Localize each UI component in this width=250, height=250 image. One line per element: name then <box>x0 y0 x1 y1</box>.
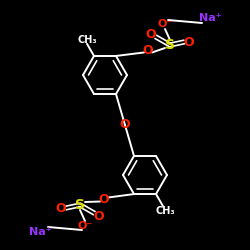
Text: O⁻: O⁻ <box>158 19 172 29</box>
Text: O: O <box>146 28 156 40</box>
Text: O: O <box>94 210 104 222</box>
Text: Na⁺: Na⁺ <box>29 227 51 237</box>
Text: S: S <box>165 38 175 52</box>
Text: Na⁺: Na⁺ <box>199 13 221 23</box>
Text: CH₃: CH₃ <box>77 35 97 45</box>
Text: O: O <box>99 193 109 206</box>
Text: O⁻: O⁻ <box>78 221 92 231</box>
Text: S: S <box>75 198 85 212</box>
Text: O: O <box>56 202 66 214</box>
Text: CH₃: CH₃ <box>155 206 175 216</box>
Text: O: O <box>120 118 130 132</box>
Text: O: O <box>143 44 153 57</box>
Text: O: O <box>184 36 194 49</box>
